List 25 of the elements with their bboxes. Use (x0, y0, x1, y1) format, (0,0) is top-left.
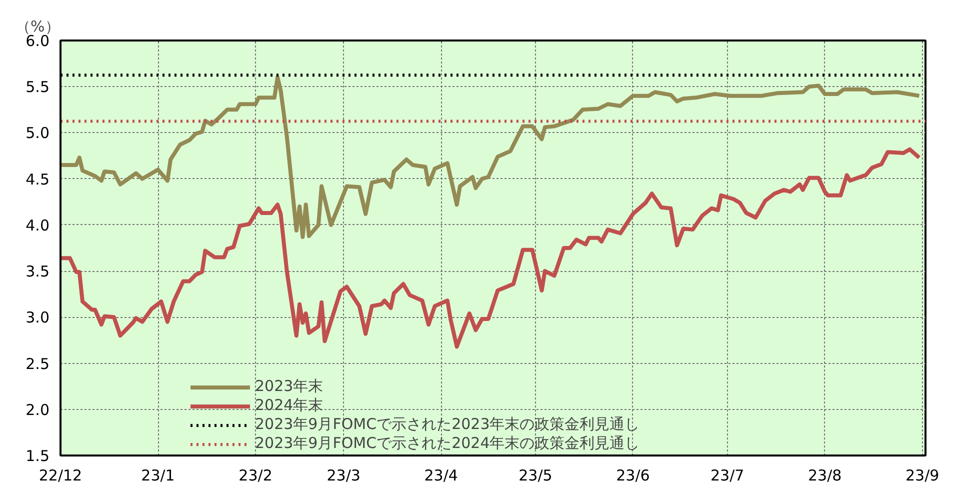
x-tick-label: 23/3 (326, 466, 360, 484)
x-tick-label: 23/1 (141, 466, 175, 484)
y-tick-label: 4.5 (26, 170, 50, 188)
y-tick-label: 2.5 (26, 354, 50, 373)
x-tick-label: 23/9 (906, 466, 940, 484)
x-tick-label: 23/8 (808, 466, 842, 484)
line-series (60, 75, 922, 239)
y-tick-label: 2.0 (26, 400, 50, 419)
legend-label: 2023年9月FOMCで示された2023年末の政策金利見通し (255, 415, 640, 434)
x-tick-label: 23/2 (238, 466, 272, 484)
y-tick-label: 4.0 (26, 216, 50, 234)
legend-label: 2024年末 (255, 396, 324, 415)
legend-label: 2023年末 (255, 377, 324, 396)
line-series (60, 147, 922, 349)
y-tick-label: 3.5 (26, 262, 50, 281)
x-tick-label: 23/5 (518, 466, 552, 484)
x-tick-label: 23/4 (424, 466, 458, 484)
y-tick-label: 1.5 (26, 447, 50, 465)
legend-label: 2023年9月FOMCで示された2024年末の政策金利見通し (255, 434, 640, 453)
x-tick-label: 23/7 (710, 466, 744, 484)
x-tick-label: 22/12 (38, 466, 82, 484)
y-tick-label: 5.5 (26, 78, 50, 96)
y-tick-label: 5.0 (26, 124, 50, 142)
x-tick-label: 23/6 (616, 466, 650, 484)
y-tick-label: 3.0 (26, 308, 50, 327)
